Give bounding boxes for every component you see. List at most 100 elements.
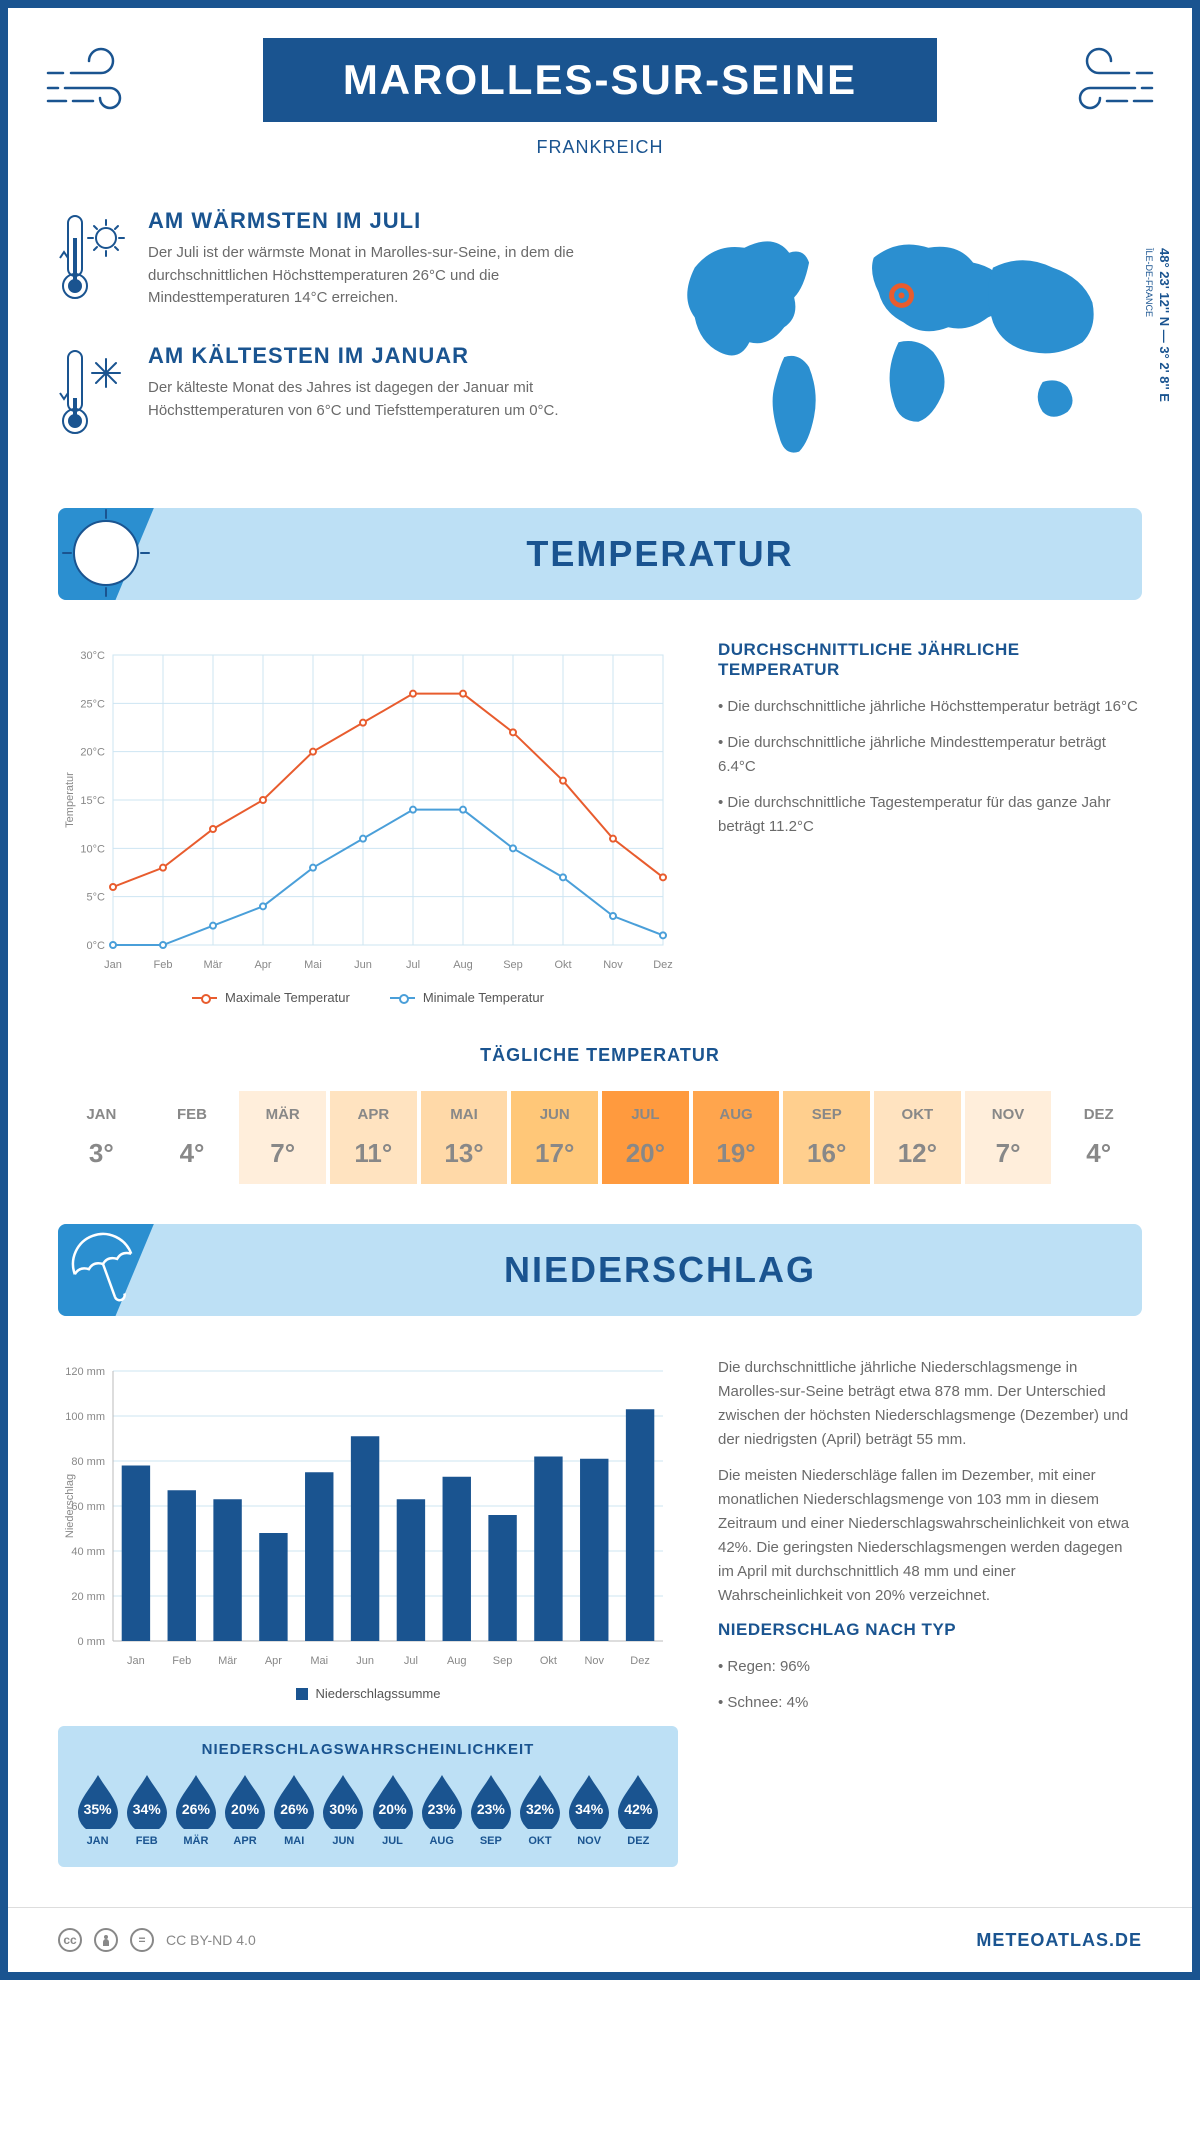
month-cell: JUN17° bbox=[511, 1091, 598, 1184]
svg-text:Aug: Aug bbox=[447, 1655, 467, 1667]
month-cell: AUG19° bbox=[693, 1091, 780, 1184]
svg-text:Apr: Apr bbox=[265, 1655, 282, 1667]
svg-text:Mär: Mär bbox=[204, 959, 223, 971]
month-cell: APR11° bbox=[330, 1091, 417, 1184]
month-cell: JUL20° bbox=[602, 1091, 689, 1184]
svg-text:Feb: Feb bbox=[154, 959, 173, 971]
precipitation-probability-box: NIEDERSCHLAGSWAHRSCHEINLICHKEIT 35% JAN … bbox=[58, 1726, 678, 1867]
svg-text:Okt: Okt bbox=[554, 959, 571, 971]
month-cell: JAN3° bbox=[58, 1091, 145, 1184]
probability-drop: 34% NOV bbox=[567, 1773, 611, 1847]
month-cell: DEZ4° bbox=[1055, 1091, 1142, 1184]
footer: cc = CC BY-ND 4.0 METEOATLAS.DE bbox=[8, 1907, 1192, 1972]
svg-text:30°C: 30°C bbox=[80, 650, 105, 662]
svg-text:Jun: Jun bbox=[354, 959, 372, 971]
svg-text:Jan: Jan bbox=[104, 959, 122, 971]
header: MAROLLES-SUR-SEINE FRANKREICH bbox=[8, 8, 1192, 178]
daily-temperature-title: TÄGLICHE TEMPERATUR bbox=[58, 1045, 1142, 1066]
svg-text:Apr: Apr bbox=[254, 959, 271, 971]
cc-icon: cc bbox=[58, 1928, 82, 1952]
by-icon bbox=[94, 1928, 118, 1952]
probability-drop: 32% OKT bbox=[518, 1773, 562, 1847]
svg-text:0°C: 0°C bbox=[87, 940, 106, 952]
map-column: 48° 23' 12'' N — 3° 2' 8'' E ÎLE-DE-FRAN… bbox=[645, 208, 1142, 478]
coordinates: 48° 23' 12'' N — 3° 2' 8'' E ÎLE-DE-FRAN… bbox=[1142, 248, 1172, 402]
svg-text:Dez: Dez bbox=[630, 1655, 650, 1667]
probability-drop: 35% JAN bbox=[76, 1773, 120, 1847]
svg-text:Jun: Jun bbox=[356, 1655, 374, 1667]
svg-text:Dez: Dez bbox=[653, 959, 673, 971]
svg-text:0 mm: 0 mm bbox=[78, 1636, 106, 1648]
svg-text:Okt: Okt bbox=[540, 1655, 557, 1667]
temperature-legend: Maximale Temperatur Minimale Temperatur bbox=[58, 990, 678, 1005]
fact-warm-heading: AM WÄRMSTEN IM JULI bbox=[148, 208, 605, 234]
svg-text:Sep: Sep bbox=[493, 1655, 513, 1667]
precipitation-type-item: • Regen: 96% bbox=[718, 1655, 1142, 1679]
daily-temperature-cells: JAN3°FEB4°MÄR7°APR11°MAI13°JUN17°JUL20°A… bbox=[58, 1091, 1142, 1184]
svg-text:Mär: Mär bbox=[218, 1655, 237, 1667]
month-cell: FEB4° bbox=[149, 1091, 236, 1184]
svg-text:Jan: Jan bbox=[127, 1655, 145, 1667]
svg-text:20 mm: 20 mm bbox=[71, 1591, 105, 1603]
svg-text:80 mm: 80 mm bbox=[71, 1456, 105, 1468]
svg-text:60 mm: 60 mm bbox=[71, 1501, 105, 1513]
svg-text:Nov: Nov bbox=[584, 1655, 604, 1667]
svg-text:5°C: 5°C bbox=[87, 892, 106, 904]
license-text: CC BY-ND 4.0 bbox=[166, 1932, 256, 1948]
probability-drop: 34% FEB bbox=[125, 1773, 169, 1847]
probability-drop: 30% JUN bbox=[321, 1773, 365, 1847]
thermometer-snow-icon bbox=[58, 343, 128, 448]
fact-cold-heading: AM KÄLTESTEN IM JANUAR bbox=[148, 343, 605, 369]
temperature-chart-row: 0°C 5°C 10°C 15°C 20°C 25°C 30°C Jan Feb Mär Apr Ma… bbox=[8, 600, 1192, 1025]
month-cell: NOV7° bbox=[965, 1091, 1052, 1184]
temperature-bullet: • Die durchschnittliche jährliche Mindes… bbox=[718, 731, 1142, 779]
svg-text:10°C: 10°C bbox=[80, 843, 105, 855]
probability-drop: 26% MAI bbox=[272, 1773, 316, 1847]
fact-warm: AM WÄRMSTEN IM JULI Der Juli ist der wär… bbox=[58, 208, 605, 313]
svg-text:25°C: 25°C bbox=[80, 698, 105, 710]
intro-section: AM WÄRMSTEN IM JULI Der Juli ist der wär… bbox=[8, 178, 1192, 508]
svg-text:Temperatur: Temperatur bbox=[64, 772, 76, 828]
probability-title: NIEDERSCHLAGSWAHRSCHEINLICHKEIT bbox=[73, 1741, 663, 1758]
probability-drop: 20% APR bbox=[223, 1773, 267, 1847]
temperature-title: TEMPERATUR bbox=[88, 533, 1112, 575]
sun-icon bbox=[58, 508, 188, 600]
temperature-sidebar-heading: DURCHSCHNITTLICHE JÄHRLICHE TEMPERATUR bbox=[718, 640, 1142, 680]
precipitation-paragraph: Die meisten Niederschläge fallen im Deze… bbox=[718, 1464, 1142, 1608]
wind-icon bbox=[43, 43, 153, 128]
site-name: METEOATLAS.DE bbox=[976, 1930, 1142, 1951]
precipitation-banner: NIEDERSCHLAG bbox=[58, 1224, 1142, 1316]
precipitation-paragraph: Die durchschnittliche jährliche Niedersc… bbox=[718, 1356, 1142, 1452]
precipitation-sidebar: Die durchschnittliche jährliche Niedersc… bbox=[718, 1356, 1142, 1867]
svg-text:Jul: Jul bbox=[404, 1655, 418, 1667]
temperature-sidebar: DURCHSCHNITTLICHE JÄHRLICHE TEMPERATUR •… bbox=[718, 640, 1142, 1005]
fact-warm-body: Der Juli ist der wärmste Monat in Maroll… bbox=[148, 242, 605, 310]
temperature-line-chart: 0°C 5°C 10°C 15°C 20°C 25°C 30°C Jan Feb Mär Apr Ma… bbox=[58, 640, 678, 1005]
svg-text:Feb: Feb bbox=[172, 1655, 191, 1667]
temperature-banner: TEMPERATUR bbox=[58, 508, 1142, 600]
fact-cold-body: Der kälteste Monat des Jahres ist dagege… bbox=[148, 377, 605, 422]
month-cell: MÄR7° bbox=[239, 1091, 326, 1184]
license-block: cc = CC BY-ND 4.0 bbox=[58, 1928, 256, 1952]
svg-text:20°C: 20°C bbox=[80, 747, 105, 759]
month-cell: OKT12° bbox=[874, 1091, 961, 1184]
svg-text:120 mm: 120 mm bbox=[65, 1366, 105, 1378]
precipitation-title: NIEDERSCHLAG bbox=[88, 1249, 1112, 1291]
svg-text:Niederschlag: Niederschlag bbox=[64, 1474, 76, 1538]
month-cell: SEP16° bbox=[783, 1091, 870, 1184]
fact-cold: AM KÄLTESTEN IM JANUAR Der kälteste Mona… bbox=[58, 343, 605, 448]
country-subtitle: FRANKREICH bbox=[28, 137, 1172, 158]
probability-drop: 42% DEZ bbox=[616, 1773, 660, 1847]
svg-text:Jul: Jul bbox=[406, 959, 420, 971]
probability-drops: 35% JAN 34% FEB 26% MÄR 20% APR bbox=[73, 1773, 663, 1847]
svg-text:Mai: Mai bbox=[310, 1655, 328, 1667]
wind-icon bbox=[1047, 43, 1157, 128]
precipitation-type-item: • Schnee: 4% bbox=[718, 1691, 1142, 1715]
precipitation-bar-chart: 0 mm20 mm40 mm60 mm80 mm100 mm120 mmJanF… bbox=[58, 1356, 678, 1867]
svg-text:15°C: 15°C bbox=[80, 795, 105, 807]
month-cell: MAI13° bbox=[421, 1091, 508, 1184]
thermometer-sun-icon bbox=[58, 208, 128, 313]
precipitation-legend: Niederschlagssumme bbox=[58, 1686, 678, 1701]
temperature-bullet: • Die durchschnittliche jährliche Höchst… bbox=[718, 695, 1142, 719]
nd-icon: = bbox=[130, 1928, 154, 1952]
